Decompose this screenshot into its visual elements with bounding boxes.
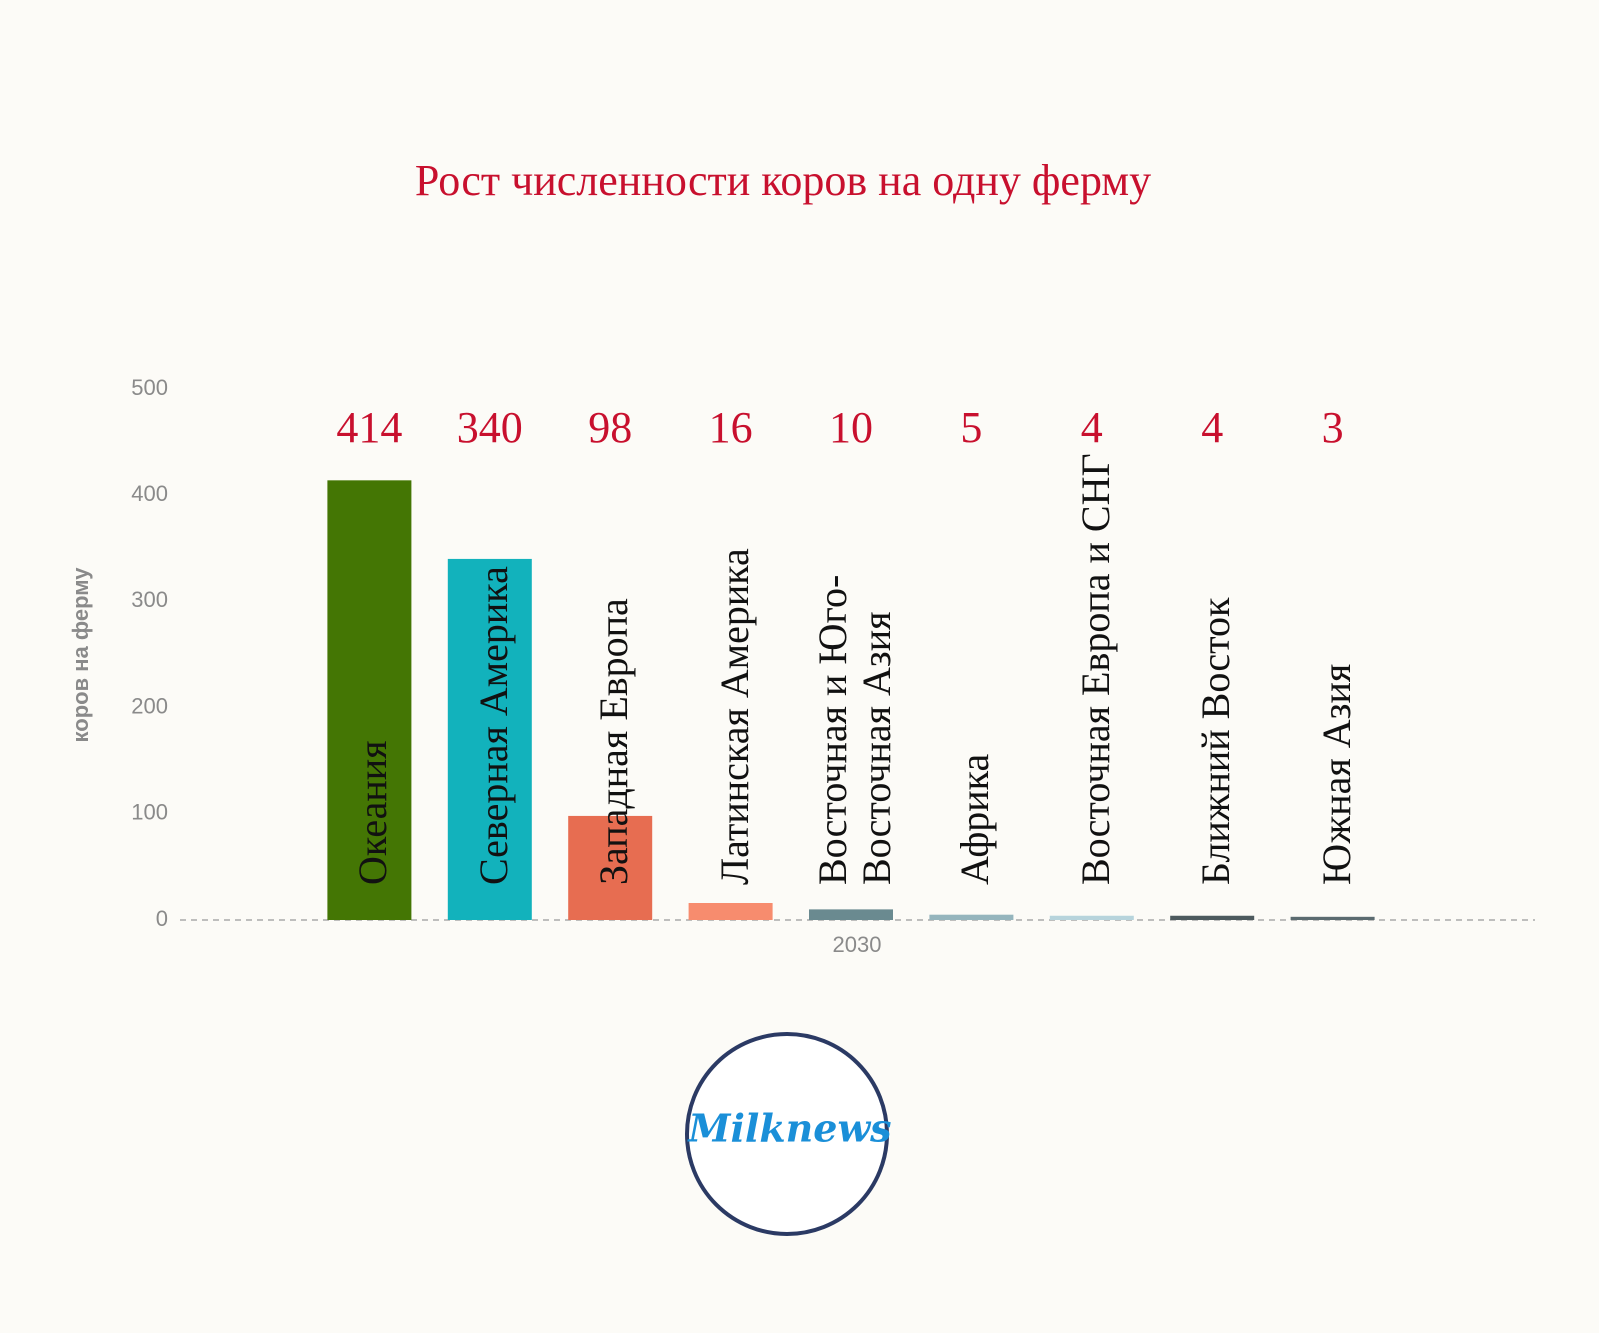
logo: Milknews (686, 1106, 891, 1151)
series-label: Северная Америка (470, 566, 516, 885)
y-tick-label: 100 (131, 800, 168, 825)
bar (447, 558, 532, 920)
y-tick-label: 400 (131, 481, 168, 506)
series-label: Океания (350, 740, 396, 885)
bar (809, 909, 893, 920)
series-label: Западная Европа (591, 598, 637, 885)
bar (327, 480, 412, 920)
bar (1049, 915, 1134, 920)
bar (688, 903, 773, 920)
x-tick-label: 2030 (833, 932, 882, 957)
chart-title: Рост численности коров на одну ферму (415, 156, 1151, 205)
bar (1170, 915, 1255, 920)
value-label: 4 (1201, 403, 1223, 452)
series-label: Восточная и Юго-Восточная Азия (810, 574, 899, 885)
y-tick-label: 0 (156, 906, 168, 931)
series-label: Африка (952, 753, 998, 885)
value-label: 4 (1081, 403, 1103, 452)
bar (929, 914, 1014, 920)
logo-circle (685, 1032, 889, 1236)
y-tick-label: 200 (131, 693, 168, 718)
bar (1290, 916, 1375, 920)
value-label: 3 (1322, 403, 1344, 452)
y-tick-label: 300 (131, 587, 168, 612)
value-label: 98 (588, 403, 632, 452)
bar (568, 815, 653, 920)
value-label: 414 (336, 403, 402, 452)
value-label: 340 (457, 403, 523, 452)
value-label: 16 (709, 403, 753, 452)
series-label: Южная Азия (1313, 663, 1359, 885)
series-label: Восточная Европа и СНГ (1072, 453, 1118, 885)
y-axis-label: коров на ферму (68, 567, 93, 743)
series-label: Латинская Америка (711, 548, 757, 885)
y-tick-label: 500 (131, 375, 168, 400)
value-label: 5 (960, 403, 982, 452)
value-label: 10 (829, 403, 873, 452)
series-label: Ближний Восток (1193, 597, 1239, 885)
